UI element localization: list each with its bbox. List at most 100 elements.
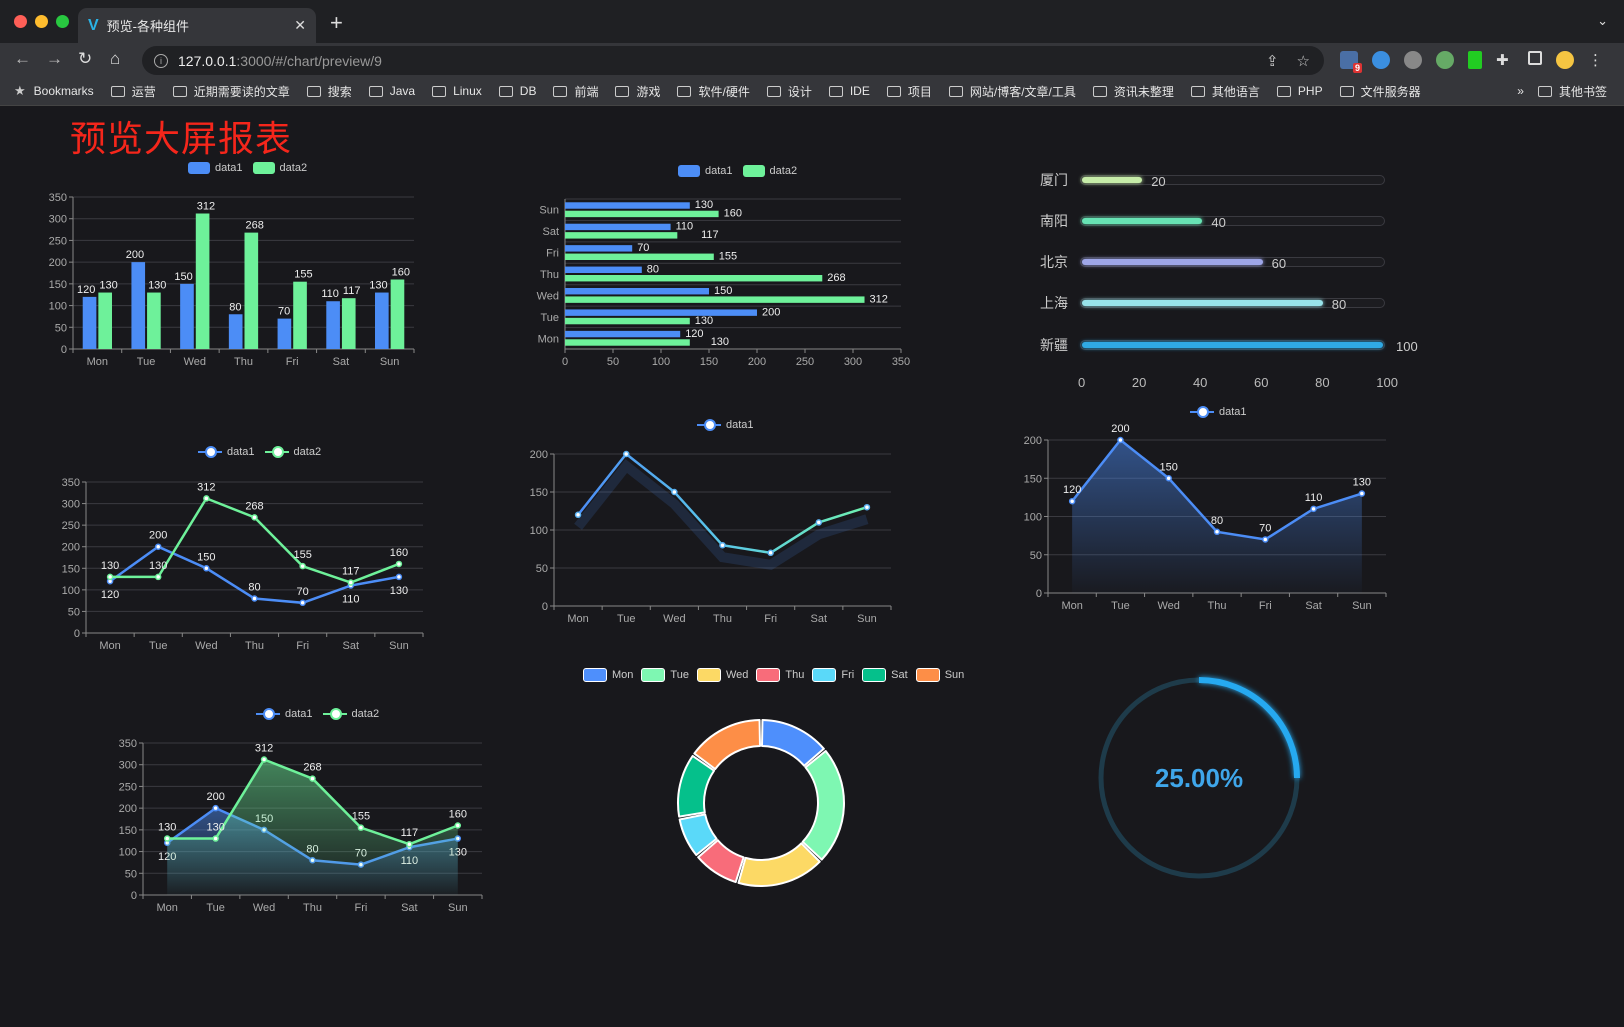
bookmark-folder[interactable]: 近期需要读的文章 (172, 83, 290, 100)
bookmark-folder[interactable]: 资讯未整理 (1092, 83, 1174, 100)
minimize-window-button[interactable] (35, 15, 48, 28)
legend-item[interactable]: Mon (583, 668, 633, 682)
side-panel-icon[interactable] (1528, 51, 1542, 65)
data-point-data1[interactable] (815, 519, 823, 526)
bar-data1[interactable] (277, 318, 292, 349)
bar-data1[interactable] (565, 288, 709, 295)
data-point-data1[interactable] (1213, 528, 1221, 536)
extension-icon[interactable] (1404, 51, 1422, 69)
legend-item[interactable]: Sun (915, 668, 964, 682)
extension-icon[interactable] (1468, 51, 1482, 69)
maximize-window-button[interactable] (56, 15, 69, 28)
data-point-data2[interactable] (454, 822, 462, 829)
legend-item[interactable]: Fri (812, 668, 854, 682)
legend-item-data2[interactable]: data2 (264, 446, 321, 458)
data-point-data1[interactable] (1358, 490, 1366, 497)
other-bookmarks-folder[interactable]: 其他书签 (1537, 83, 1607, 100)
data-point-data1[interactable] (622, 450, 630, 458)
extension-icon[interactable]: 9 (1340, 51, 1362, 73)
bookmark-folder[interactable]: 搜索 (306, 83, 352, 100)
donut-slice[interactable] (760, 719, 825, 767)
close-window-button[interactable] (14, 15, 27, 28)
data-point-data2[interactable] (163, 835, 171, 842)
bar-data2[interactable] (293, 281, 307, 349)
data-point-data2[interactable] (106, 573, 114, 581)
data-point-data2[interactable] (347, 579, 355, 586)
more-bookmarks-button[interactable]: » (1517, 84, 1524, 98)
legend-item-data2[interactable]: data2 (252, 162, 307, 174)
bookmark-folder[interactable]: 网站/博客/文章/工具 (948, 83, 1076, 100)
donut-slice[interactable] (678, 813, 718, 856)
data-point-data1[interactable] (767, 549, 774, 557)
data-point-data1[interactable] (154, 543, 162, 550)
data-point-data1[interactable] (574, 511, 582, 519)
bar-data1[interactable] (375, 292, 389, 349)
bar-data2[interactable] (565, 232, 678, 239)
bookmark-folder[interactable]: 游戏 (615, 83, 660, 100)
bookmark-folder[interactable]: 其他语言 (1190, 83, 1260, 100)
bookmark-folder[interactable]: 项目 (886, 83, 932, 100)
bar-data2[interactable] (565, 210, 719, 218)
bar-data2[interactable] (565, 317, 690, 325)
data-point-data1[interactable] (1117, 436, 1124, 444)
data-point-data1[interactable] (1262, 536, 1269, 543)
bookmark-folder[interactable]: Java (368, 84, 415, 98)
data-point-data2[interactable] (260, 756, 268, 763)
donut-slice[interactable] (801, 750, 845, 861)
donut-slice[interactable] (697, 839, 745, 884)
bookmark-star-icon[interactable]: ☆ (1296, 52, 1310, 70)
bar-data1[interactable] (565, 330, 681, 338)
puzzle-icon[interactable]: ✚ (1496, 52, 1509, 69)
legend-item-data1[interactable]: data1 (678, 165, 733, 177)
back-icon[interactable]: ← (14, 49, 31, 68)
legend-item-data1[interactable]: data1 (697, 419, 754, 431)
new-tab-button[interactable]: + (330, 10, 343, 35)
bar-data2[interactable] (565, 275, 823, 282)
site-info-icon[interactable]: i (154, 53, 168, 68)
bar-data2[interactable] (98, 292, 112, 349)
bookmark-folder[interactable]: 文件服务器 (1339, 83, 1421, 100)
bar-data2[interactable] (565, 339, 690, 346)
data-point-data2[interactable] (357, 824, 365, 831)
extension-icon[interactable] (1436, 51, 1454, 69)
bookmark-folder[interactable]: Linux (432, 84, 482, 98)
bar-data1[interactable] (131, 262, 146, 349)
data-point-data1[interactable] (671, 488, 678, 496)
bookmark-folder[interactable]: PHP (1276, 84, 1323, 98)
data-point-data1[interactable] (212, 804, 219, 812)
donut-slice[interactable] (677, 754, 716, 818)
bookmark-folder[interactable]: 设计 (766, 83, 812, 100)
data-point-data1[interactable] (863, 503, 871, 511)
data-point-data2[interactable] (406, 840, 413, 848)
legend-item-data1[interactable]: data1 (256, 708, 313, 720)
legend-item-data1[interactable]: data1 (198, 446, 255, 458)
data-point-data1[interactable] (299, 599, 306, 607)
legend-item[interactable]: Tue (641, 668, 689, 682)
data-point-data1[interactable] (719, 541, 726, 549)
bookmark-folder[interactable]: 运营 (110, 83, 156, 100)
data-point-data2[interactable] (309, 775, 316, 782)
close-tab-icon[interactable]: ✕ (294, 17, 306, 33)
bar-data1[interactable] (326, 301, 340, 349)
bar-data1[interactable] (565, 309, 757, 316)
legend-item-data2[interactable]: data2 (742, 165, 797, 177)
bar-data2[interactable] (565, 296, 865, 303)
bookmark-folder[interactable]: DB (498, 84, 536, 98)
data-point-data2[interactable] (251, 514, 258, 521)
tab-active[interactable]: V 预览-各种组件 ✕ (78, 8, 316, 43)
bar-data1[interactable] (565, 266, 642, 273)
data-point-data1[interactable] (203, 565, 210, 572)
legend-item[interactable]: Sat (862, 668, 908, 682)
bar-data1[interactable] (565, 245, 633, 252)
reload-icon[interactable]: ↻ (78, 49, 93, 68)
tab-search-chevron-icon[interactable]: ⌄ (1597, 13, 1608, 28)
data-point-data1[interactable] (1165, 475, 1172, 482)
bar-data2[interactable] (341, 298, 356, 349)
extension-gem-icon[interactable] (1372, 51, 1390, 69)
home-icon[interactable]: ⌂ (110, 49, 121, 68)
legend-item-data2[interactable]: data2 (322, 708, 379, 720)
address-bar[interactable]: i 127.0.0.1:3000/#/chart/preview/9 ⇪ ☆ (142, 46, 1324, 75)
bookmarks-button[interactable]: ★ Bookmarks (14, 83, 94, 99)
bar-data2[interactable] (565, 253, 714, 260)
bar-data1[interactable] (565, 202, 690, 209)
